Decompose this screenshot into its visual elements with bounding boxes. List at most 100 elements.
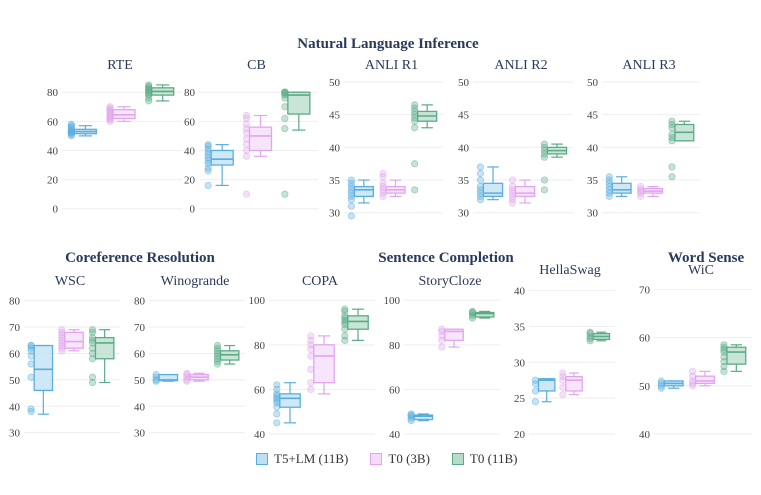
legend-swatch-t0-11b [451,453,464,465]
y-tick-label: 50 [587,77,599,89]
y-tick-label: 60 [9,348,21,360]
y-tick-label: 40 [639,429,651,441]
data-point-t0-3b [307,365,315,373]
data-point-t0-11b [281,190,289,198]
y-tick-label: 60 [134,348,146,360]
data-point-t0-3b [58,326,66,334]
box-t0-3b [565,375,583,392]
data-point-t5-lm-11b [152,376,160,384]
y-tick-label: 35 [587,175,599,187]
group-title-word-sense: Word Sense [668,250,745,266]
data-point-t0-3b [307,352,315,360]
y-tick-label: 30 [514,357,526,369]
panel-cb: 0 20 40 60 80 CB [184,58,318,216]
y-tick-label: 50 [134,375,146,387]
y-tick-label: 60 [639,333,651,345]
y-tick-label: 50 [9,375,21,387]
data-point-t0-11b [213,349,222,358]
data-point-t5-lm-11b [204,181,212,190]
y-tick-label: 35 [329,175,341,187]
y-tick-label: 45 [458,110,470,122]
panel-title-winogrande: Winogrande [161,274,230,289]
data-point-t0-11b [281,103,289,111]
panel-title-anli-r2: ANLI R2 [494,58,547,73]
box-t5-lm-11b [482,182,504,198]
y-tick-label: 40 [389,429,401,441]
panel-anli-r3: 30 35 40 45 50 ANLI R3 [587,58,700,220]
data-point-t0-3b [559,383,567,391]
y-tick-label: 40 [184,145,196,157]
data-point-t5-lm-11b [407,410,415,418]
y-tick-label: 35 [458,175,470,187]
data-point-t0-3b [307,379,315,387]
data-point-t0-11b [668,117,676,125]
data-point-t5-lm-11b [27,373,35,381]
box-t5-lm-11b [611,182,632,194]
data-point-t5-lm-11b [27,347,35,355]
data-point-t0-11b [88,339,97,347]
data-point-t0-3b [106,103,114,111]
y-tick-label: 20 [47,175,59,187]
box-t0-11b [287,91,311,115]
data-point-t0-11b [88,349,97,358]
y-tick-label: 60 [184,116,196,128]
data-point-t0-11b [88,355,97,363]
data-point-t0-3b [183,373,191,381]
data-point-t0-3b [58,328,66,336]
data-point-t5-lm-11b [605,173,613,181]
data-point-t5-lm-11b [27,405,35,413]
data-point-t0-11b [88,373,97,381]
panel-title-copa: COPA [302,274,339,289]
data-point-t0-11b [668,173,676,181]
panel-title-wsc: WSC [55,274,85,289]
data-point-t5-lm-11b [27,407,35,416]
data-point-t5-lm-11b [27,352,35,360]
data-point-t0-11b [88,344,97,352]
panel-title-storycloze: StoryCloze [419,274,482,289]
y-tick-label: 20 [514,429,526,441]
panel-title-anli-r1: ANLI R1 [365,58,418,73]
data-point-t0-3b [508,182,517,191]
y-tick-label: 60 [389,384,401,396]
legend-label-t5lm-11b: T5+LM (11B) [274,451,349,466]
legend-item-t5lm-11b[interactable]: T5+LM (11B) [256,451,348,467]
y-tick-label: 40 [458,142,470,154]
legend-item-t0-11b[interactable]: T0 (11B) [451,451,517,467]
legend-item-t0-3b[interactable]: T0 (3B) [370,451,430,467]
data-point-t0-3b [438,343,446,351]
data-point-t0-3b [559,369,567,377]
data-point-t0-11b [213,357,222,365]
data-point-t0-11b [281,114,289,123]
y-tick-label: 0 [53,204,59,216]
data-point-t0-11b [586,328,594,336]
data-point-t0-11b [88,328,97,336]
data-point-t5-lm-11b [476,169,484,178]
y-tick-label: 60 [47,116,59,128]
data-point-t0-3b [636,185,645,193]
legend: T5+LM (11B) T0 (3B) T0 (11B) [256,451,539,467]
data-point-t5-lm-11b [27,360,35,368]
y-tick-label: 50 [458,77,470,89]
data-point-t5-lm-11b [273,381,281,389]
data-point-t0-11b [213,344,222,352]
y-tick-label: 70 [9,322,21,334]
y-tick-label: 40 [587,142,599,154]
data-point-t0-3b [242,152,251,160]
data-point-t0-11b [411,160,419,168]
y-tick-label: 100 [384,295,401,307]
data-point-t0-11b [341,332,349,340]
data-point-t5-lm-11b [273,410,281,418]
box-t0-3b [694,375,716,385]
data-point-t5-lm-11b [531,376,540,384]
y-tick-label: 50 [329,77,341,89]
data-point-t0-3b [438,325,446,333]
box-t0-11b [726,346,747,365]
panel-anli-r2: 30 35 40 45 50 ANLI R2 [458,58,573,220]
data-point-t0-11b [411,124,419,132]
data-point-t5-lm-11b [152,370,160,379]
data-point-t5-lm-11b [347,202,355,210]
box-t5-lm-11b [279,393,301,408]
y-tick-label: 40 [134,401,146,413]
y-tick-label: 0 [190,204,196,216]
y-tick-label: 100 [249,295,266,307]
